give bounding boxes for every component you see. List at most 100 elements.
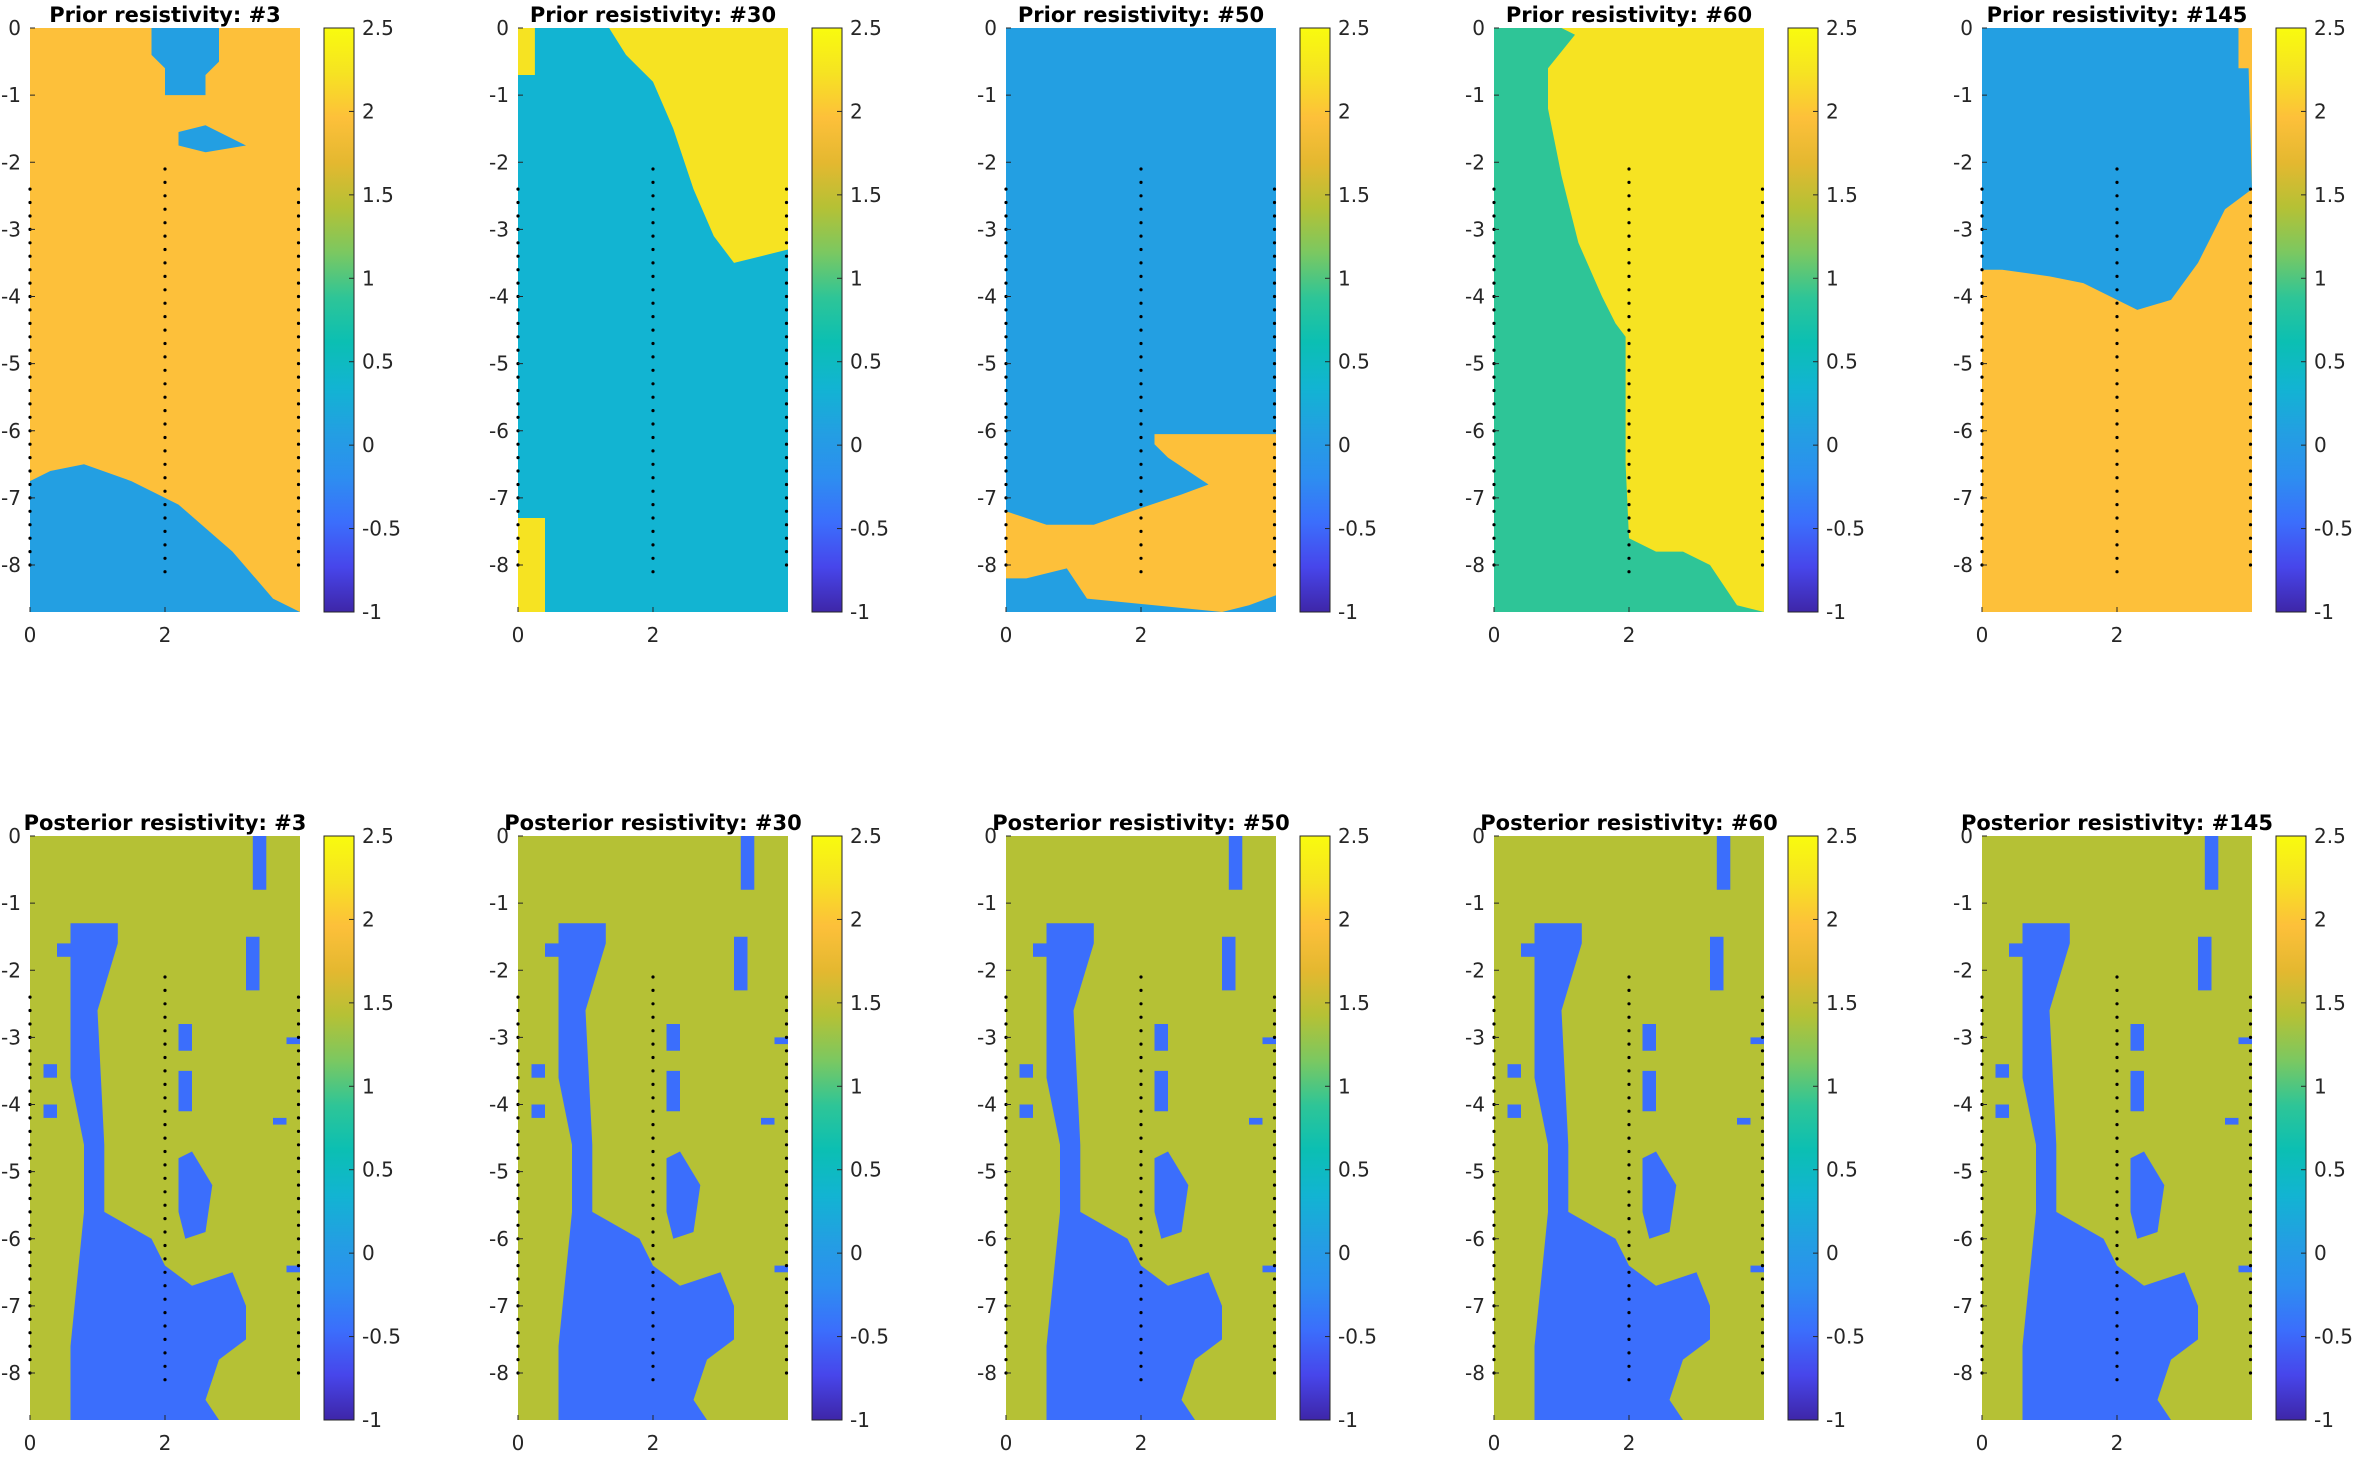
x-tick-label: 0 (1488, 1431, 1501, 1453)
subplot-title: Posterior resistivity: #145 (1961, 811, 2273, 835)
electrode-dot (2115, 1015, 2119, 1019)
electrode-dot (784, 388, 789, 393)
electrode-dot (1272, 1331, 1277, 1335)
heatmap-region (2022, 923, 2198, 1420)
electrode-dot (1760, 1277, 1765, 1281)
electrode-dot (1492, 388, 1496, 393)
electrode-dot (2248, 1129, 2253, 1133)
electrode-dot (1760, 523, 1765, 527)
electrode-dot (516, 1358, 520, 1362)
electrode-dot (1980, 308, 1984, 312)
electrode-dot (2115, 543, 2119, 547)
colorbar-tick-label: -0.5 (362, 517, 401, 541)
electrode-dot (1980, 1183, 1984, 1187)
electrode-dot (1004, 1358, 1008, 1362)
y-tick-label: -5 (1465, 352, 1485, 376)
electrode-dot (1272, 227, 1277, 231)
electrode-dot (28, 402, 32, 406)
electrode-dot (163, 556, 167, 560)
subplot-title: Posterior resistivity: #3 (24, 811, 307, 835)
colorbar-tick-label: 1.5 (1826, 183, 1858, 207)
electrode-dot (1139, 368, 1143, 372)
electrode-dot (296, 1183, 301, 1187)
electrode-dot (1272, 523, 1277, 527)
colorbar-tick-label: 2 (1826, 907, 1839, 931)
colorbar-tick-label: -1 (1338, 600, 1358, 624)
electrode-dot (516, 1076, 520, 1080)
electrode-dot (1139, 1351, 1143, 1355)
x-tick-label: 0 (1976, 1431, 1989, 1453)
electrode-dot (1139, 409, 1143, 413)
electrode-dot (651, 315, 655, 319)
electrode-dot (1980, 375, 1984, 379)
heatmap-region (2130, 1024, 2144, 1051)
heatmap-region (2198, 936, 2212, 991)
electrode-dot (2248, 268, 2253, 272)
electrode-dot (1139, 1324, 1143, 1328)
electrode-dot (516, 1196, 520, 1201)
electrode-dot (28, 1156, 32, 1160)
heatmap-region (252, 836, 267, 890)
electrode-dot (2248, 308, 2253, 312)
electrode-dot (1627, 341, 1631, 346)
heatmap-region (1642, 1070, 1656, 1112)
electrode-dot (1004, 254, 1008, 258)
electrode-dot (296, 1290, 301, 1295)
electrode-dot (516, 1290, 520, 1295)
y-tick-label: 0 (984, 824, 997, 848)
electrode-dot (1627, 1284, 1631, 1288)
electrode-dot (1627, 1002, 1631, 1006)
electrode-dot (2115, 1176, 2119, 1180)
electrode-dot (784, 1143, 789, 1147)
electrode-dot (784, 200, 789, 205)
electrode-dot (1272, 308, 1277, 312)
electrode-dot (651, 180, 655, 184)
electrode-dot (296, 995, 301, 999)
electrode-dot (2248, 563, 2253, 567)
subplot-title: Prior resistivity: #30 (530, 3, 776, 27)
electrode-dot (1492, 1264, 1496, 1268)
y-tick-label: -5 (489, 352, 509, 376)
electrode-dot (163, 194, 167, 198)
heatmap-region (774, 1265, 788, 1273)
y-tick-label: -4 (489, 285, 509, 309)
electrode-dot (1492, 1116, 1496, 1120)
electrode-dot (296, 254, 301, 258)
heatmap-region (518, 28, 535, 75)
electrode-dot (296, 1371, 301, 1375)
electrode-dot (1139, 489, 1143, 493)
electrode-dot (1004, 550, 1008, 554)
electrode-dot (1980, 1250, 1984, 1254)
electrode-dot (1272, 348, 1277, 352)
electrode-dot (651, 1055, 655, 1060)
heatmap-region (558, 923, 734, 1420)
colorbar-tick-label: 2 (362, 99, 375, 123)
electrode-dot (651, 1297, 655, 1301)
electrode-dot (1760, 1022, 1765, 1026)
electrode-dot (784, 1102, 789, 1107)
electrode-dot (2248, 1183, 2253, 1187)
heatmap-region (1750, 1037, 1764, 1045)
electrode-dot (1760, 241, 1765, 245)
electrode-dot (296, 335, 301, 339)
electrode-dot (2248, 1317, 2253, 1321)
electrode-dot (516, 321, 520, 325)
electrode-dot (296, 200, 301, 205)
electrode-dot (296, 1170, 301, 1174)
colorbar-tick-label: 0.5 (2314, 350, 2346, 374)
colorbar-gradient (1299, 27, 1331, 613)
y-tick-label: -6 (1, 1227, 21, 1251)
electrode-dot (296, 214, 301, 218)
colorbar-tick-label: 0 (1826, 1241, 1839, 1265)
electrode-dot (1272, 1022, 1277, 1026)
electrode-dot (2115, 1123, 2119, 1127)
y-tick-label: -8 (1, 553, 21, 577)
electrode-dot (1980, 1008, 1984, 1013)
electrode-dot (784, 1304, 789, 1308)
electrode-dot (1272, 1170, 1277, 1174)
colorbar-tick-label: 1 (1826, 1074, 1839, 1098)
electrode-dot (296, 1223, 301, 1227)
electrode-dot (28, 241, 32, 245)
